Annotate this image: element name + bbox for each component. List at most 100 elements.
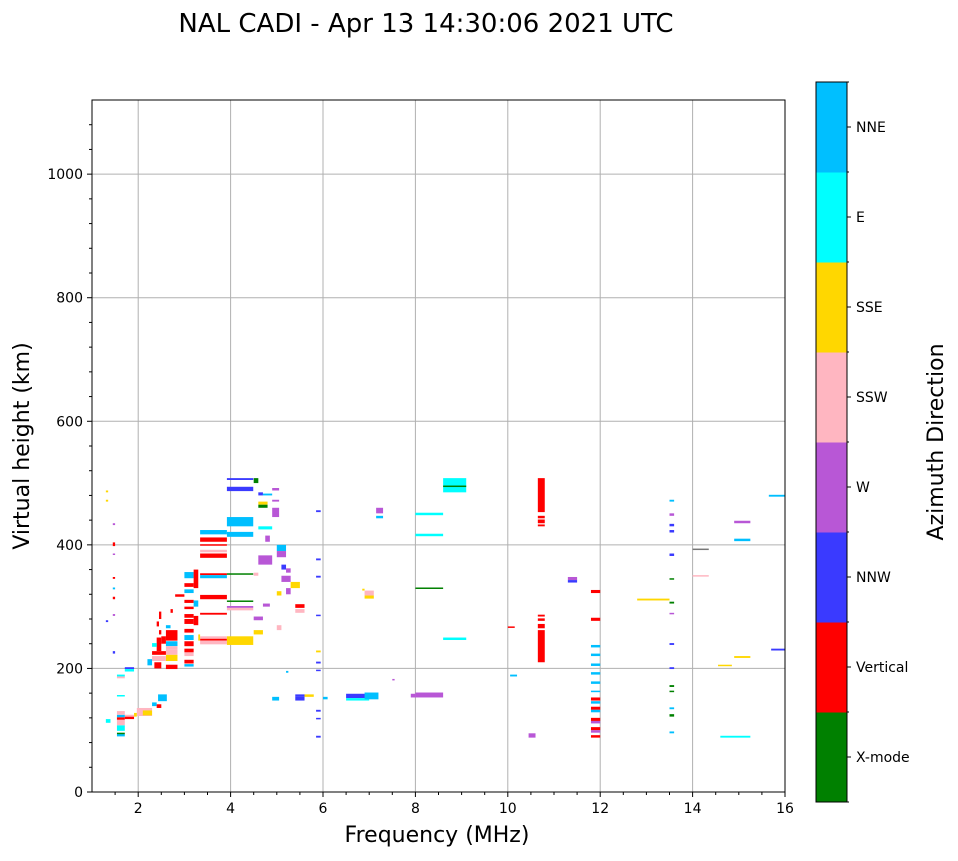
echo-mark-vertical	[200, 553, 227, 558]
echo-mark-e	[346, 698, 370, 701]
echo-mark-w	[567, 576, 578, 581]
echo-mark-w	[590, 720, 601, 724]
echo-mark-x-mode	[669, 578, 675, 580]
echo-mark-vertical	[184, 599, 194, 603]
echo-mark-vertical	[152, 651, 166, 655]
x-tick-label: 6	[319, 801, 328, 817]
y-tick-label: 400	[56, 538, 83, 554]
echo-mark-nne	[116, 733, 125, 737]
echo-mark-nne	[226, 531, 254, 537]
x-tick-label: 14	[684, 801, 702, 817]
echo-mark-nne	[590, 672, 601, 675]
echo-mark-sse	[105, 499, 109, 502]
colorbar-tick-label: NNW	[856, 570, 891, 586]
colorbar-swatch	[816, 82, 847, 173]
echo-mark-vertical	[156, 637, 162, 652]
echo-mark-sse	[253, 630, 263, 635]
echo-mark-nnw	[316, 669, 321, 672]
echo-mark-sse	[734, 656, 751, 658]
x-tick-label: 12	[591, 801, 609, 817]
echo-mark-nnw	[316, 709, 321, 712]
echo-mark-nne	[669, 499, 675, 502]
echo-mark-nne	[112, 587, 116, 590]
echo-mark-nnw	[669, 530, 675, 533]
echo-mark-nnw	[316, 575, 321, 578]
echo-mark-ssw	[116, 719, 125, 726]
echo-mark-sse	[198, 634, 201, 641]
echo-mark-sse	[304, 694, 314, 697]
echo-mark-nne	[590, 644, 601, 648]
x-tick-label: 4	[226, 801, 235, 817]
axes: 2 4 6 8 10 12 14 16 0 200 400 600 800 1000	[47, 124, 794, 817]
echo-mark-nnw	[346, 693, 370, 699]
echo-mark-x-mode	[116, 732, 125, 735]
echo-mark-nnw	[295, 694, 305, 697]
echo-mark-vertical	[200, 537, 227, 542]
echo-mark-ssw	[692, 575, 709, 577]
echo-mark-nne	[158, 694, 167, 702]
echo-mark-nne	[286, 670, 289, 673]
plot-frame	[91, 99, 786, 793]
echo-mark-w	[112, 614, 116, 616]
echo-mark-vertical	[537, 623, 545, 629]
echo-mark-w	[286, 568, 291, 573]
echo-mark-nne	[768, 494, 785, 497]
echo-mark-sse	[258, 501, 268, 505]
echo-mark-nne	[364, 692, 379, 700]
echo-mark-e	[415, 512, 444, 516]
chart-title: NAL CADI - Apr 13 14:30:06 2021 UTC	[178, 9, 673, 39]
x-axis-label: Frequency (MHz)	[345, 823, 530, 848]
echo-mark-vertical	[537, 614, 545, 617]
echo-mark-vertical	[184, 628, 194, 633]
echo-mark-ssw	[226, 607, 254, 611]
echo-mark-ssw	[165, 646, 178, 650]
echo-mark-w	[262, 603, 270, 607]
colorbar-swatch	[816, 172, 847, 263]
echo-mark-vertical	[193, 569, 199, 589]
echo-mark-sse	[364, 595, 374, 599]
colorbar-tick-label: NNE	[856, 120, 886, 136]
echo-mark-sse	[134, 712, 137, 717]
echo-mark-x-mode	[669, 690, 675, 693]
echo-mark-nnw	[316, 661, 321, 664]
echo-mark-sse	[316, 650, 321, 653]
y-tick-label: 200	[56, 661, 83, 677]
echo-mark-w	[528, 733, 536, 738]
echo-mark-vertical	[184, 648, 194, 653]
echo-mark-sse	[637, 598, 670, 601]
echo-mark-e	[124, 669, 135, 672]
y-tick-label: 800	[56, 291, 83, 307]
echo-mark-x-mode	[226, 573, 254, 575]
echo-mark-nnw	[226, 486, 254, 492]
echo-mark-sse	[290, 581, 300, 589]
echo-mark-nnw	[771, 648, 785, 651]
echo-mark-e	[116, 694, 125, 697]
echo-mark-nnw	[316, 510, 321, 513]
echo-mark-ssw	[200, 640, 227, 645]
echo-mark-nne	[669, 707, 675, 710]
echo-mark-vertical	[184, 606, 194, 610]
echo-mark-nnw	[105, 620, 109, 623]
echo-mark-nne	[590, 681, 601, 684]
echo-mark-vertical	[537, 519, 545, 524]
echo-mark-nne	[734, 538, 751, 542]
echo-mark-nnw	[669, 523, 675, 527]
echo-mark-w	[392, 678, 395, 681]
echo-mark-nnw	[669, 643, 675, 645]
echo-mark-vertical	[184, 641, 194, 647]
echo-mark-nne	[376, 515, 384, 519]
echo-mark-ssw	[152, 656, 166, 662]
echo-mark-x-mode	[669, 685, 675, 687]
echo-mark-vertical	[116, 717, 125, 720]
echo-mark-vertical	[537, 618, 545, 621]
echo-mark-e	[720, 735, 751, 738]
echo-mark-w	[281, 575, 291, 582]
echo-mark-w	[112, 553, 116, 556]
echo-mark-vertical	[200, 573, 227, 576]
echo-mark-vertical	[112, 542, 116, 547]
echo-mark-nne	[200, 575, 227, 579]
echo-mark-x-mode	[253, 478, 259, 484]
echo-mark-nne	[184, 572, 194, 579]
echo-mark-e	[443, 637, 467, 641]
echo-mark-vertical	[590, 717, 601, 721]
